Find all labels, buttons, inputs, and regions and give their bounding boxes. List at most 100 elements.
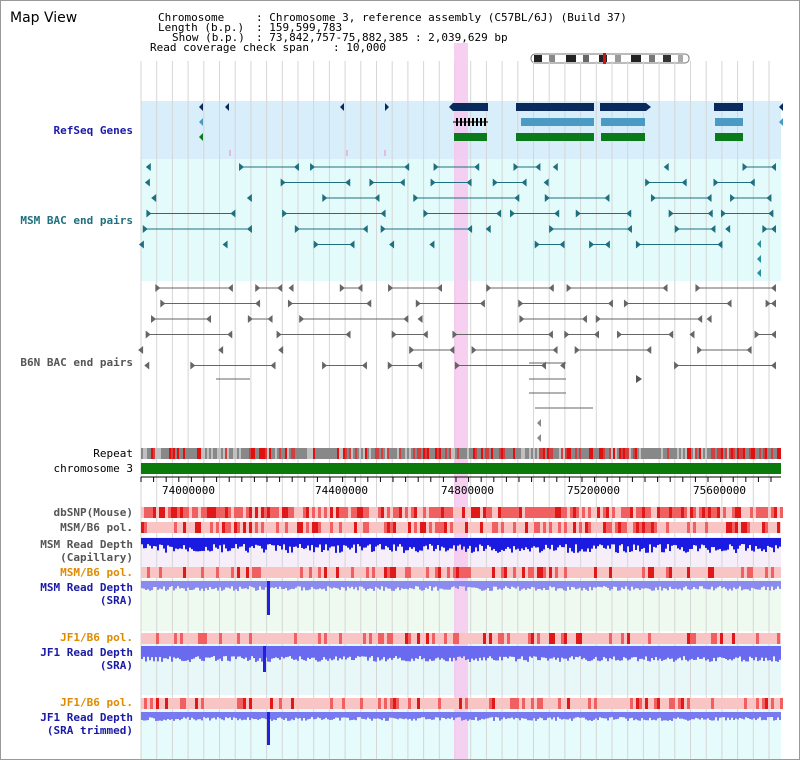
read-depth-bar [555, 538, 557, 551]
track-label-msm-pol-2[interactable]: MSM/B6 pol. [60, 566, 133, 579]
read-depth-bar [565, 646, 567, 659]
read-depth-bar [381, 581, 383, 587]
read-depth-bar [189, 581, 191, 590]
read-depth-bar [501, 538, 503, 550]
read-depth-bar [199, 538, 201, 552]
track-label-refseq[interactable]: RefSeq Genes [53, 124, 133, 137]
read-depth-bar [585, 646, 587, 660]
read-depth-bar [289, 646, 291, 657]
track-label-jf1-trimmed[interactable]: JF1 Read Depth [40, 711, 133, 724]
read-depth-bar [419, 538, 421, 551]
track-label-repeat[interactable]: Repeat [93, 447, 133, 460]
repeat-track[interactable] [141, 448, 781, 459]
read-depth-bar [571, 712, 573, 721]
read-depth-bar [429, 712, 431, 719]
read-depth-bar [751, 712, 753, 720]
selection-highlight[interactable] [454, 43, 468, 760]
read-depth-bar [269, 538, 271, 545]
read-depth-bar [635, 581, 637, 589]
read-depth-bar [697, 646, 699, 658]
read-depth-bar [143, 538, 145, 549]
read-depth-bar [501, 646, 503, 661]
read-depth-bar [185, 712, 187, 719]
read-depth-bar [621, 712, 623, 718]
read-depth-bar [717, 581, 719, 588]
read-depth-bar [217, 712, 219, 718]
read-depth-bar [605, 712, 607, 719]
read-depth-bar [661, 646, 663, 661]
track-label-msm-bac[interactable]: MSM BAC end pairs [20, 214, 133, 227]
bac-end-marker [247, 315, 253, 323]
read-depth-bar [393, 646, 395, 658]
read-depth-bar [767, 712, 769, 718]
bac-end-marker [404, 163, 410, 171]
read-depth-bar [567, 581, 569, 587]
read-depth-bar [701, 712, 703, 719]
read-depth-bar [177, 646, 179, 658]
read-depth-bar [627, 646, 629, 661]
read-depth-bar [275, 538, 277, 551]
bac-end-marker [726, 299, 732, 308]
read-depth-bar [229, 581, 231, 589]
read-depth-bar [609, 581, 611, 591]
read-depth-bar [481, 581, 483, 591]
bac-end-marker [604, 240, 610, 249]
read-depth-bar [381, 646, 383, 660]
read-depth-bar [221, 712, 223, 720]
read-depth-bar [505, 646, 507, 657]
read-depth-bar [293, 538, 295, 547]
read-depth-bar [699, 538, 701, 549]
track-label-dbsnp[interactable]: dbSNP(Mouse) [53, 506, 133, 519]
msm-bac-pairs[interactable] [138, 163, 776, 277]
track-label-jf1-pol[interactable]: JF1/B6 pol. [60, 631, 133, 644]
read-depth-bar [187, 538, 189, 552]
read-depth-bar [437, 538, 439, 546]
read-depth-bar [333, 646, 335, 660]
track-label-msm-pol[interactable]: MSM/B6 pol. [60, 521, 133, 534]
read-depth-bar [761, 538, 763, 552]
track-label-jf1-depth[interactable]: JF1 Read Depth [40, 646, 133, 659]
read-depth-bar [229, 712, 231, 718]
bac-end-marker [646, 346, 652, 354]
read-depth-bar [615, 712, 617, 720]
track-label-msm-depth-sra[interactable]: MSM Read Depth [40, 581, 133, 594]
track-label-b6n-bac[interactable]: B6N BAC end pairs [20, 356, 133, 369]
read-depth-bar [541, 581, 543, 591]
read-depth-bar [299, 581, 301, 587]
refseq-genes[interactable] [199, 103, 783, 156]
read-depth-bar [267, 538, 269, 545]
read-depth-bar [271, 538, 273, 546]
bac-end-marker [276, 330, 282, 339]
b6n-bac-pairs[interactable] [138, 284, 776, 442]
read-depth-bar [501, 581, 503, 591]
read-depth-bar [721, 646, 723, 658]
read-depth-bar [171, 538, 173, 547]
read-depth-bar [601, 712, 603, 718]
bac-end-marker [663, 163, 669, 171]
read-depth-bar [413, 538, 415, 548]
read-depth-bar [565, 712, 567, 720]
read-depth-bar [217, 646, 219, 660]
read-depth-bar [215, 646, 217, 661]
bac-end-marker [255, 284, 261, 292]
track-label-chromosome[interactable]: chromosome 3 [53, 462, 133, 475]
read-depth-bar [263, 712, 265, 719]
track-label-jf1-pol-2[interactable]: JF1/B6 pol. [60, 696, 133, 709]
read-depth-bar [463, 538, 465, 547]
read-depth-bar [427, 581, 429, 589]
bac-end-marker [623, 299, 629, 308]
chromosome-ideogram[interactable] [530, 53, 690, 64]
read-depth-bar [365, 712, 367, 720]
polymorphism-strip [141, 522, 781, 533]
bac-end-marker [138, 346, 144, 354]
read-depth-bar [287, 538, 289, 553]
read-depth-bar [729, 538, 731, 545]
chromosome-bar[interactable] [141, 463, 781, 474]
read-depth-bar [423, 712, 425, 718]
read-depth-bar [679, 646, 681, 658]
read-depth-bar [357, 646, 359, 657]
track-label-msm-depth-capillary[interactable]: MSM Read Depth [40, 538, 133, 551]
read-depth-bar [553, 581, 555, 587]
read-depth-bar [339, 581, 341, 590]
